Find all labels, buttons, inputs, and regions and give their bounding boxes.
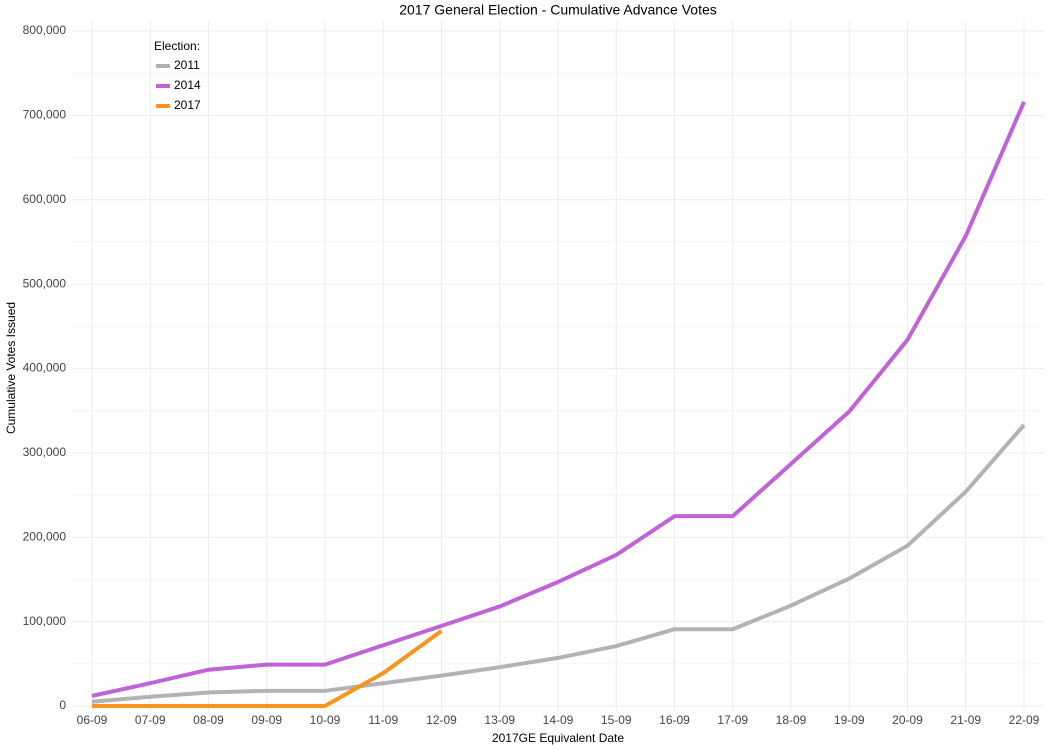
x-tick-label: 21-09	[950, 713, 981, 727]
x-tick-label: 11-09	[368, 713, 398, 727]
grid	[72, 21, 1044, 712]
y-tick-label: 100,000	[23, 614, 67, 628]
legend-label: 2011	[174, 58, 200, 72]
line-series	[91, 423, 1026, 704]
chart-title: 2017 General Election - Cumulative Advan…	[399, 2, 717, 18]
y-tick-label: 700,000	[23, 108, 67, 122]
x-tick-label: 09-09	[251, 713, 282, 727]
legend-label: 2014	[174, 78, 201, 92]
x-tick-label: 17-09	[717, 713, 748, 727]
x-tick-label: 06-09	[77, 713, 108, 727]
x-tick-label: 20-09	[892, 713, 923, 727]
x-tick-label: 15-09	[601, 713, 632, 727]
x-tick-label: 19-09	[834, 713, 865, 727]
line-series	[91, 101, 1026, 698]
x-tick-label: 16-09	[659, 713, 690, 727]
x-tick-label: 07-09	[135, 713, 166, 727]
x-tick-label: 13-09	[484, 713, 515, 727]
legend-label: 2017	[174, 98, 201, 112]
x-tick-label: 12-09	[426, 713, 457, 727]
line-series	[92, 629, 443, 708]
x-tick-label: 10-09	[310, 713, 341, 727]
y-tick-label: 200,000	[23, 529, 67, 543]
y-axis-label: Cumulative Votes Issued	[4, 302, 18, 434]
y-tick-label: 0	[59, 698, 66, 712]
x-tick-label: 08-09	[193, 713, 224, 727]
y-tick-label: 400,000	[23, 361, 67, 375]
x-tick-label: 22-09	[1009, 713, 1040, 727]
y-tick-label: 500,000	[23, 276, 67, 290]
x-tick-label: 18-09	[776, 713, 807, 727]
y-tick-label: 600,000	[23, 192, 67, 206]
x-axis-label: 2017GE Equivalent Date	[492, 731, 624, 745]
x-tick-label: 14-09	[543, 713, 574, 727]
y-tick-label: 800,000	[23, 23, 67, 37]
y-tick-label: 300,000	[23, 445, 67, 459]
legend-title: Election:	[154, 39, 200, 53]
